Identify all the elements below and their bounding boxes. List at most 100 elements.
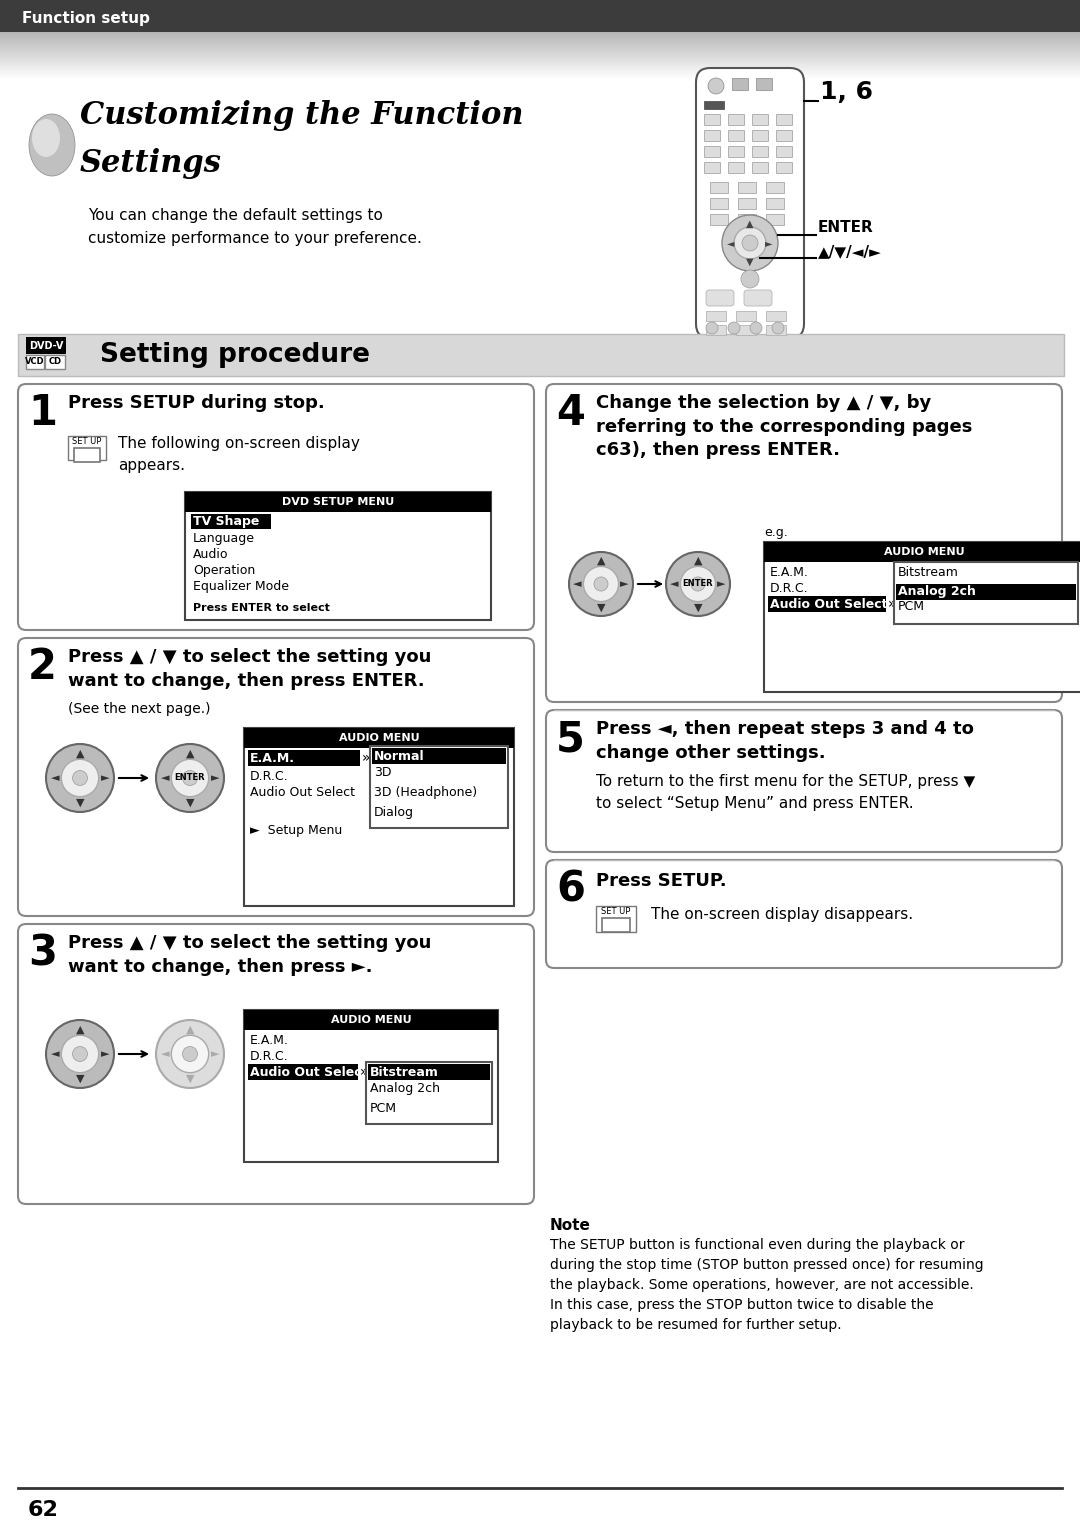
Circle shape — [708, 78, 724, 95]
Text: Bitstream: Bitstream — [897, 566, 959, 578]
Circle shape — [706, 322, 718, 334]
Text: ENTER: ENTER — [683, 580, 713, 589]
Text: »: » — [362, 751, 370, 765]
FancyBboxPatch shape — [738, 198, 756, 209]
FancyBboxPatch shape — [764, 542, 1080, 691]
Text: ▼: ▼ — [76, 798, 84, 807]
FancyBboxPatch shape — [546, 385, 1062, 702]
FancyBboxPatch shape — [248, 1064, 357, 1080]
FancyBboxPatch shape — [766, 214, 784, 224]
Text: Dialog: Dialog — [374, 806, 414, 819]
Text: Note: Note — [550, 1218, 591, 1233]
FancyBboxPatch shape — [596, 906, 636, 932]
FancyBboxPatch shape — [764, 542, 1080, 562]
Circle shape — [723, 215, 778, 272]
Circle shape — [183, 771, 198, 786]
Circle shape — [72, 1047, 87, 1062]
Ellipse shape — [32, 119, 60, 157]
Text: PCM: PCM — [897, 600, 924, 612]
Text: ▲: ▲ — [746, 220, 754, 229]
Circle shape — [172, 1035, 208, 1073]
FancyBboxPatch shape — [710, 214, 728, 224]
Text: ◄: ◄ — [161, 1048, 170, 1059]
Text: ◄: ◄ — [573, 578, 582, 589]
Circle shape — [172, 760, 208, 797]
Text: e.g.: e.g. — [246, 755, 270, 769]
FancyBboxPatch shape — [191, 514, 271, 530]
FancyBboxPatch shape — [244, 1010, 498, 1161]
FancyBboxPatch shape — [768, 597, 886, 612]
FancyBboxPatch shape — [756, 78, 772, 90]
Text: E.A.M.: E.A.M. — [770, 566, 809, 578]
Text: ►: ► — [211, 774, 219, 783]
Circle shape — [742, 235, 758, 250]
FancyBboxPatch shape — [710, 182, 728, 192]
Text: CD: CD — [49, 357, 62, 366]
Text: Audio Out Select: Audio Out Select — [770, 598, 888, 610]
FancyBboxPatch shape — [894, 562, 1078, 624]
FancyBboxPatch shape — [766, 182, 784, 192]
FancyBboxPatch shape — [244, 728, 514, 906]
Circle shape — [62, 760, 98, 797]
FancyBboxPatch shape — [18, 925, 534, 1204]
Text: 1, 6: 1, 6 — [820, 79, 873, 104]
Text: Change the selection by ▲ / ▼, by
referring to the corresponding pages
c63), the: Change the selection by ▲ / ▼, by referr… — [596, 394, 972, 459]
FancyBboxPatch shape — [735, 325, 756, 336]
FancyBboxPatch shape — [728, 162, 744, 172]
Circle shape — [594, 577, 608, 591]
Circle shape — [772, 322, 784, 334]
Text: D.R.C.: D.R.C. — [249, 769, 288, 783]
Text: ◄: ◄ — [161, 774, 170, 783]
Text: ◄: ◄ — [671, 578, 679, 589]
Text: The on-screen display disappears.: The on-screen display disappears. — [651, 908, 913, 923]
Circle shape — [156, 745, 224, 812]
Text: ▲: ▲ — [186, 748, 194, 758]
Text: 2: 2 — [28, 645, 57, 688]
Circle shape — [666, 552, 730, 617]
Text: ►: ► — [100, 1048, 109, 1059]
Text: Analog 2ch: Analog 2ch — [370, 1082, 440, 1096]
Text: E.A.M.: E.A.M. — [249, 751, 295, 765]
Text: ◄: ◄ — [51, 1048, 59, 1059]
Text: ►: ► — [620, 578, 629, 589]
Text: Analog 2ch: Analog 2ch — [897, 586, 976, 598]
Text: Language: Language — [193, 533, 255, 545]
Text: SET UP: SET UP — [72, 436, 102, 446]
Text: Operation: Operation — [193, 565, 255, 577]
Text: e.g.: e.g. — [764, 526, 787, 539]
FancyBboxPatch shape — [728, 114, 744, 125]
Circle shape — [46, 1019, 114, 1088]
Text: E.A.M.: E.A.M. — [249, 1033, 288, 1047]
FancyBboxPatch shape — [602, 919, 630, 932]
Text: DVD SETUP MENU: DVD SETUP MENU — [282, 497, 394, 507]
Text: AUDIO MENU: AUDIO MENU — [330, 1015, 411, 1025]
FancyBboxPatch shape — [704, 101, 724, 108]
Text: ▼: ▼ — [693, 603, 702, 612]
FancyBboxPatch shape — [546, 710, 1062, 852]
Text: Press SETUP.: Press SETUP. — [596, 871, 727, 890]
FancyBboxPatch shape — [738, 182, 756, 192]
Text: VCD: VCD — [25, 357, 44, 366]
Text: ▲: ▲ — [76, 748, 84, 758]
FancyBboxPatch shape — [752, 146, 768, 157]
Text: »: » — [360, 1065, 368, 1079]
FancyBboxPatch shape — [766, 198, 784, 209]
FancyBboxPatch shape — [728, 130, 744, 140]
Text: ►: ► — [766, 238, 773, 249]
Text: DVD-V: DVD-V — [29, 340, 64, 351]
Text: ▼: ▼ — [186, 798, 194, 807]
Text: D.R.C.: D.R.C. — [249, 1050, 288, 1062]
FancyBboxPatch shape — [735, 311, 756, 320]
Text: Press ▲ / ▼ to select the setting you
want to change, then press ENTER.: Press ▲ / ▼ to select the setting you wa… — [68, 649, 431, 690]
Text: ◄: ◄ — [727, 238, 734, 249]
Text: Press ENTER to select: Press ENTER to select — [193, 603, 329, 613]
FancyBboxPatch shape — [704, 130, 720, 140]
Text: The following on-screen display
appears.: The following on-screen display appears. — [118, 436, 360, 473]
FancyBboxPatch shape — [248, 749, 360, 766]
FancyBboxPatch shape — [777, 162, 792, 172]
FancyBboxPatch shape — [766, 311, 786, 320]
Text: SET UP: SET UP — [602, 906, 631, 916]
FancyBboxPatch shape — [738, 214, 756, 224]
FancyBboxPatch shape — [752, 130, 768, 140]
Circle shape — [680, 566, 716, 601]
